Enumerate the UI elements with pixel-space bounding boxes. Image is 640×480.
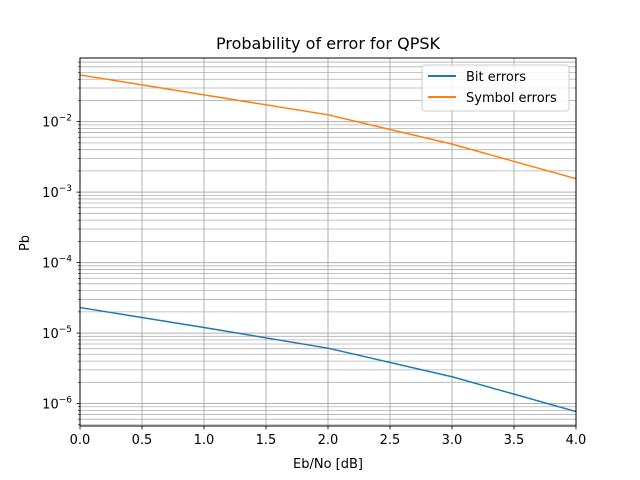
x-tick-label: 4.0 [566,433,587,448]
legend-label: Bit errors [466,70,526,85]
chart-title: Probability of error for QPSK [216,34,440,53]
y-tick-label: 10−4 [42,255,72,272]
x-axis-label: Eb/No [dB] [293,457,363,472]
x-tick-label: 2.0 [318,433,339,448]
series-lines [79,74,577,413]
y-tick-label: 10−2 [42,114,72,131]
legend-box [421,64,570,112]
x-tick-label: 1.5 [256,433,277,448]
y-tick-label: 10−5 [42,325,72,342]
legend-label: Symbol errors [466,91,557,106]
x-tick-label: 0.5 [132,433,153,448]
x-tick-label: 1.0 [194,433,215,448]
legend: Bit errors Symbol errors [421,64,570,112]
x-tick-label: 2.5 [380,433,401,448]
x-tick-label: 3.5 [504,433,525,448]
series-line-2 [79,74,577,180]
y-tick-label: 10−3 [42,184,72,201]
y-tick-label: 10−6 [42,396,72,413]
ticks: 10−6 10−5 10−4 10−3 10−2 0.0 0.5 1.0 1.5 2.0 2.5 3.… [42,61,587,448]
series-line-1 [79,306,577,413]
x-tick-label: 3.0 [442,433,463,448]
x-tick-label: 0.0 [70,433,91,448]
y-axis-label: Pb [18,235,33,251]
